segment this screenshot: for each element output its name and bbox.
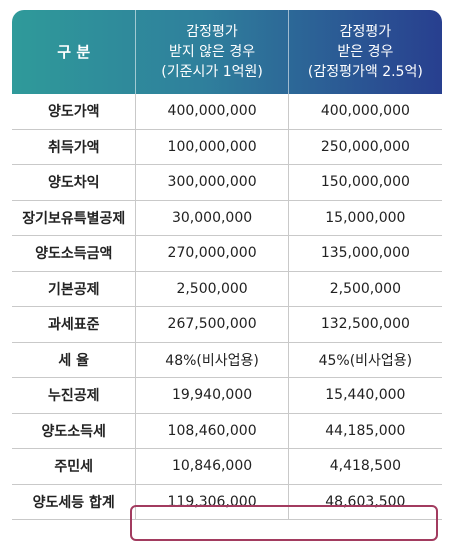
row-label: 취득가액 (47, 139, 100, 156)
row-value-appraised: 150,000,000 (287, 165, 442, 200)
table-row: 주민세 10,846,000 4,418,500 (12, 449, 442, 485)
row-label: 기본공제 (47, 281, 100, 298)
row-value-appraised: 45%(비사업용) (287, 342, 442, 377)
row-label: 세 율 (58, 352, 90, 369)
row-value-not-appraised: 10,846,000 (135, 449, 287, 484)
row-value-not-appraised: 19,940,000 (135, 378, 287, 413)
table-row: 양도소득금액 270,000,000 135,000,000 (12, 236, 442, 272)
row-label: 양도세등 합계 (32, 494, 115, 511)
row-value-not-appraised: 300,000,000 (135, 165, 287, 200)
row-value-appraised: 250,000,000 (287, 129, 442, 164)
row-value-not-appraised: 100,000,000 (135, 129, 287, 164)
table-row: 세 율 48%(비사업용) 45%(비사업용) (12, 342, 442, 378)
row-label: 누진공제 (47, 388, 100, 405)
row-value-not-appraised: 270,000,000 (135, 236, 287, 271)
row-value-appraised: 400,000,000 (287, 94, 442, 129)
header-not-appraised-line3: (기준시가 1억원) (161, 64, 263, 80)
table-row: 장기보유특별공제 30,000,000 15,000,000 (12, 200, 442, 236)
header-not-appraised-line2: 받지 않은 경우 (168, 44, 256, 60)
row-label: 양도소득금액 (35, 246, 113, 263)
header-category-label: 구 분 (57, 43, 91, 61)
row-label: 양도소득세 (41, 423, 106, 440)
header-appraised: 감정평가 받은 경우 (감정평가액 2.5억) (287, 10, 442, 94)
table-row: 양도소득세 108,460,000 44,185,000 (12, 413, 442, 449)
table-row: 기본공제 2,500,000 2,500,000 (12, 271, 442, 307)
row-value-not-appraised: 267,500,000 (135, 307, 287, 342)
row-label: 과세표준 (47, 317, 100, 334)
row-label: 장기보유특별공제 (22, 210, 126, 227)
row-value-appraised: 135,000,000 (287, 236, 442, 271)
row-value-not-appraised: 400,000,000 (135, 94, 287, 129)
table-row: 누진공제 19,940,000 15,440,000 (12, 378, 442, 414)
table-row: 과세표준 267,500,000 132,500,000 (12, 307, 442, 343)
total-highlight-box (130, 505, 438, 541)
row-value-appraised: 4,418,500 (287, 449, 442, 484)
row-value-not-appraised: 48%(비사업용) (135, 342, 287, 377)
row-value-appraised: 2,500,000 (287, 271, 442, 306)
row-value-appraised: 15,440,000 (287, 378, 442, 413)
tax-comparison-table: 구 분 감정평가 받지 않은 경우 (기준시가 1억원) 감정평가 받은 경우 … (12, 10, 442, 520)
header-not-appraised-line1: 감정평가 (186, 24, 238, 40)
table-row: 취득가액 100,000,000 250,000,000 (12, 129, 442, 165)
row-label: 양도차익 (47, 175, 100, 192)
table-header: 구 분 감정평가 받지 않은 경우 (기준시가 1억원) 감정평가 받은 경우 … (12, 10, 442, 94)
header-appraised-line1: 감정평가 (339, 24, 392, 40)
header-category: 구 분 (12, 10, 135, 94)
row-value-appraised: 44,185,000 (287, 413, 442, 448)
table-row: 양도가액 400,000,000 400,000,000 (12, 94, 442, 130)
row-value-appraised: 132,500,000 (287, 307, 442, 342)
row-value-not-appraised: 30,000,000 (135, 200, 287, 235)
header-appraised-line3: (감정평가액 2.5억) (307, 64, 423, 80)
header-not-appraised: 감정평가 받지 않은 경우 (기준시가 1억원) (135, 10, 287, 94)
row-label: 주민세 (54, 459, 94, 476)
header-appraised-line2: 받은 경우 (337, 44, 394, 60)
table-row: 양도차익 300,000,000 150,000,000 (12, 165, 442, 201)
row-value-appraised: 15,000,000 (287, 200, 442, 235)
row-value-not-appraised: 2,500,000 (135, 271, 287, 306)
row-value-not-appraised: 108,460,000 (135, 413, 287, 448)
row-label: 양도가액 (47, 104, 100, 121)
